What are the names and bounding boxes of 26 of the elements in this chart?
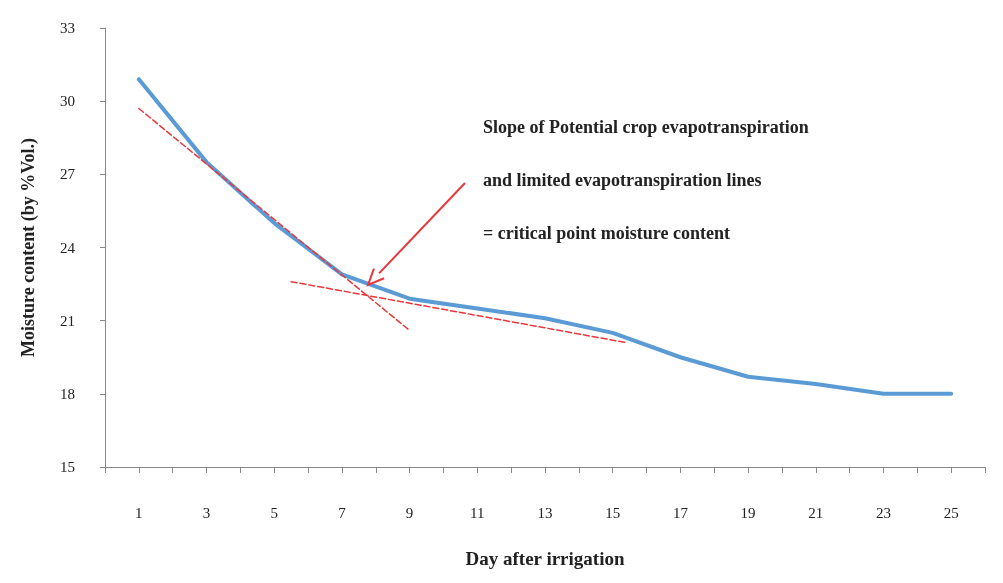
y-tick-label: 21 <box>60 312 75 329</box>
x-tick-label: 15 <box>605 504 621 521</box>
x-tick-label: 21 <box>808 504 824 521</box>
x-tick-label: 17 <box>672 504 689 521</box>
x-tick-label: 23 <box>875 504 891 521</box>
x-tick-label: 3 <box>202 504 211 521</box>
y-tick-label: 30 <box>60 93 75 110</box>
annotation: = critical point moisture content <box>483 223 730 243</box>
line-series <box>136 77 954 396</box>
x-axis-title: Day after irrigation <box>465 548 625 569</box>
x-tick-label: 25 <box>943 504 959 521</box>
x-tick-label: 5 <box>270 504 278 521</box>
y-tick-label: 33 <box>60 20 75 36</box>
x-tick-label: 7 <box>338 504 347 521</box>
annotation: and limited evapotranspiration lines <box>483 170 762 190</box>
x-tick-label: 9 <box>405 504 414 521</box>
x-tick-label: 19 <box>740 504 756 521</box>
x-tick-label: 13 <box>537 504 553 521</box>
y-tick-label: 27 <box>60 166 76 183</box>
x-tick-label: 1 <box>135 504 143 521</box>
x-tick-label: 11 <box>470 504 485 521</box>
y-tick-label: 15 <box>60 459 75 475</box>
y-tick-label: 18 <box>60 385 75 402</box>
y-axis-title: Moisture content (by %Vol.) <box>18 138 39 357</box>
annotation: Slope of Potential crop evapotranspiration <box>483 117 809 137</box>
y-tick-label: 24 <box>60 239 76 256</box>
